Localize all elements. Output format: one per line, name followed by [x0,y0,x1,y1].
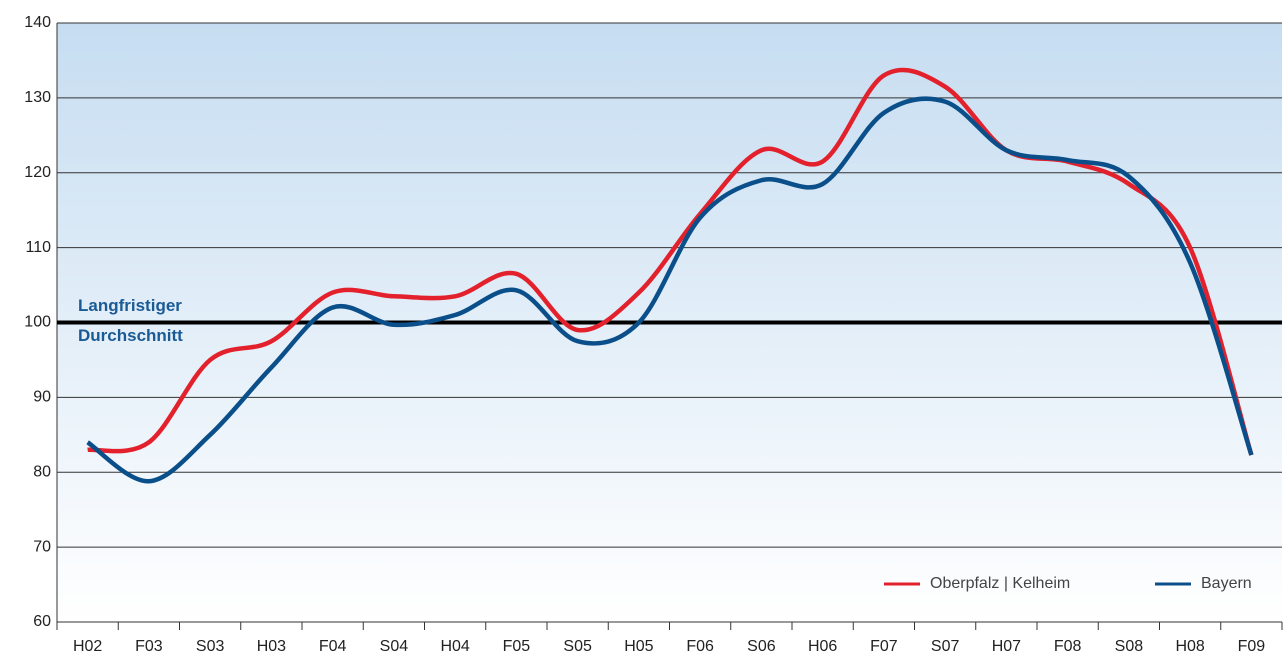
x-tick-label: F07 [870,638,898,655]
y-tick-label: 90 [33,389,51,406]
y-tick-label: 60 [33,613,51,630]
annotation: Langfristiger [78,296,182,315]
x-tick-label: S03 [196,638,225,655]
x-tick-label: F05 [503,638,531,655]
x-tick-label: H02 [73,638,102,655]
legend-label: Oberpfalz | Kelheim [930,575,1070,592]
x-tick-label: S06 [747,638,776,655]
y-tick-label: 100 [24,314,51,331]
x-tick-label: F06 [686,638,714,655]
annotation: Durchschnitt [78,326,183,345]
x-tick-label: F09 [1238,638,1266,655]
x-tick-label: H04 [440,638,469,655]
x-tick-label: S07 [931,638,960,655]
y-tick-label: 140 [24,14,51,31]
x-tick-label: H06 [808,638,837,655]
y-tick-label: 130 [24,89,51,106]
x-tick-label: H07 [992,638,1021,655]
x-tick-label: S05 [563,638,592,655]
y-tick-label: 80 [33,463,51,480]
x-tick-label: F03 [135,638,163,655]
x-tick-label: H03 [257,638,286,655]
x-tick-label: H05 [624,638,653,655]
x-tick-label: H08 [1175,638,1204,655]
x-tick-label: S08 [1115,638,1144,655]
x-tick-label: S04 [380,638,409,655]
y-tick-label: 120 [24,164,51,181]
x-tick-label: F08 [1054,638,1082,655]
series-line [87,67,1254,456]
series-line [86,96,1254,484]
legend-label: Bayern [1201,575,1252,592]
y-tick-label: 110 [25,239,51,256]
x-tick-label: F04 [319,638,347,655]
y-tick-label: 70 [33,538,51,555]
